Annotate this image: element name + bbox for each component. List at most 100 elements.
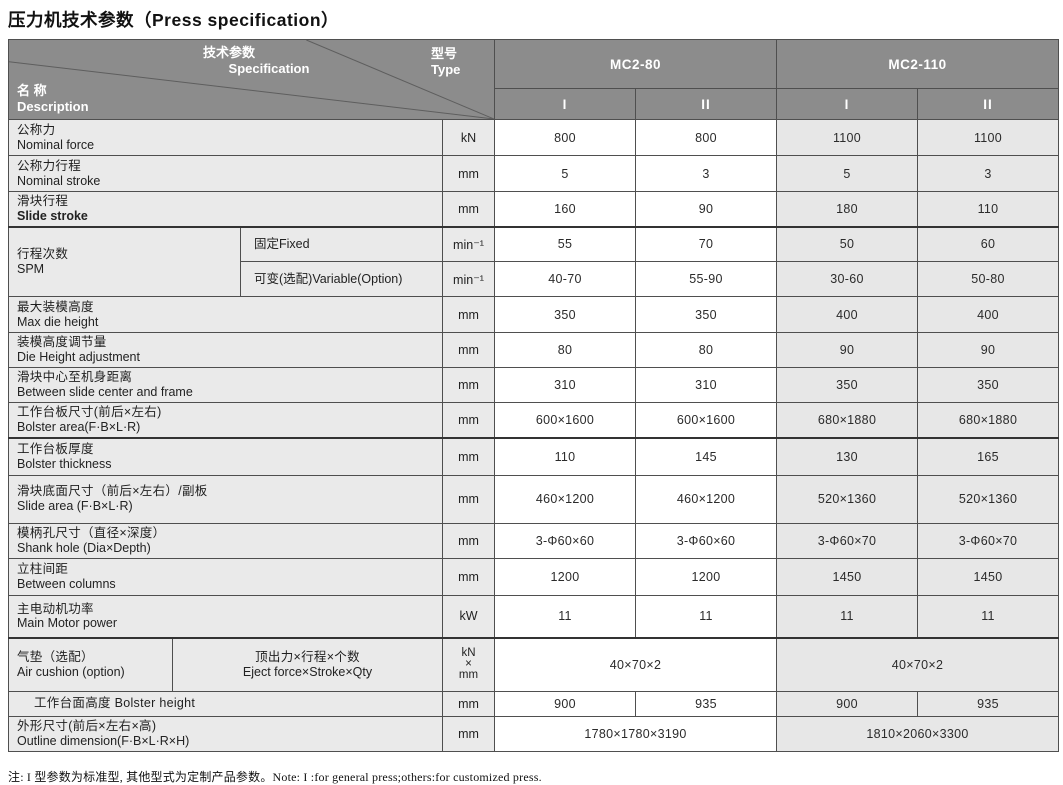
value-cell: 165 (917, 437, 1060, 476)
row-label: 模柄孔尺寸（直径×深度） Shank hole (Dia×Depth) (8, 522, 443, 559)
table-row-bolster-area: 工作台板尺寸(前后×左右) Bolster area(F·B×L·R) mm 6… (8, 401, 1060, 439)
value-cell: 110 (917, 191, 1060, 228)
unit-cell: mm (442, 474, 495, 524)
table-row-bolster-height: 工作台面高度 Bolster height mm 900 935 900 935 (8, 690, 1060, 717)
value-cell: 400 (776, 296, 919, 333)
table-row-slide-center-frame: 滑块中心至机身距离 Between slide center and frame… (8, 367, 1060, 403)
table-row-outline-dimension: 外形尺寸(前后×左右×高) Outline dimension(F·B×L·R×… (8, 715, 1060, 752)
value-cell: 40×70×2 (776, 637, 1060, 692)
value-cell: 460×1200 (494, 474, 636, 524)
row-label: 工作台板尺寸(前后×左右) Bolster area(F·B×L·R) (8, 401, 443, 439)
value-cell: 350 (917, 367, 1060, 403)
variant-header: I (494, 88, 636, 120)
value-cell: 1100 (917, 119, 1060, 156)
table-row-bolster-thickness: 工作台板厚度 Bolster thickness mm 110 145 130 … (8, 437, 1060, 476)
row-label: 外形尺寸(前后×左右×高) Outline dimension(F·B×L·R×… (8, 715, 443, 752)
table-row-slide-stroke: 滑块行程 Slide stroke mm 160 90 180 110 (8, 191, 1060, 228)
header-row-variants: I II I II (9, 88, 1060, 120)
value-cell: 1200 (634, 557, 778, 596)
row-label: 立柱间距 Between columns (8, 557, 443, 596)
value-cell: 40-70 (494, 261, 636, 297)
value-cell: 520×1360 (917, 474, 1060, 524)
value-cell: 40×70×2 (493, 637, 778, 692)
unit-cell: min⁻¹ (442, 226, 495, 262)
value-cell: 680×1880 (776, 401, 919, 439)
row-label: 气垫（选配） Air cushion (option) (8, 637, 173, 692)
unit-cell: mm (442, 296, 495, 333)
row-sublabel: 可变(选配)Variable(Option) (240, 261, 443, 297)
value-cell: 55-90 (634, 261, 778, 297)
value-cell: 3 (634, 155, 778, 192)
value-cell: 90 (634, 191, 778, 228)
value-cell: 900 (494, 690, 636, 717)
table-row-nominal-stroke: 公称力行程 Nominal stroke mm 5 3 5 3 (8, 155, 1060, 192)
row-label: 行程次数 SPM (8, 226, 241, 297)
table-row-spm-fixed: 行程次数 SPM 固定Fixed min⁻¹ 55 70 50 60 (8, 226, 1060, 297)
table-row-air-cushion: 气垫（选配） Air cushion (option) 顶出力×行程×个数 Ej… (8, 637, 1060, 692)
value-cell: 3-Φ60×70 (917, 522, 1060, 559)
value-cell: 130 (776, 437, 919, 476)
description-header-label: 名 称 Description (17, 82, 89, 114)
value-cell: 11 (776, 594, 919, 639)
table-row-die-height-adjustment: 装模高度调节量 Die Height adjustment mm 80 80 9… (8, 332, 1060, 368)
model-header-mc2-80: MC2-80 (493, 39, 778, 89)
table-row-main-motor-power: 主电动机功率 Main Motor power kW 11 11 11 11 (8, 594, 1060, 639)
row-label: 工作台面高度 Bolster height (8, 690, 443, 717)
unit-cell: kN × mm (442, 637, 495, 692)
value-cell: 90 (776, 332, 919, 368)
unit-cell: mm (442, 437, 495, 476)
model-header-mc2-110: MC2-110 (776, 39, 1060, 89)
value-cell: 110 (494, 437, 636, 476)
unit-cell: mm (442, 332, 495, 368)
value-cell: 935 (917, 690, 1060, 717)
row-sublabel: 顶出力×行程×个数 Eject force×Stroke×Qty (172, 637, 443, 692)
value-cell: 600×1600 (634, 401, 778, 439)
value-cell: 30-60 (776, 261, 919, 297)
spec-header-label: 技术参数 Specification (202, 45, 310, 77)
table-row-nominal-force: 公称力 Nominal force kN 800 800 1100 1100 (8, 119, 1060, 156)
value-cell: 11 (634, 594, 778, 639)
page-title: 压力机技术参数（Press specification） (8, 10, 340, 30)
value-cell: 1450 (776, 557, 919, 596)
diagonal-header-cell: 技术参数 Specification 型号 Type 名 称 Descripti… (8, 39, 495, 120)
value-cell: 400 (917, 296, 1060, 333)
variant-header: I (776, 88, 919, 120)
table-row-slide-area: 滑块底面尺寸（前后×左右）/副板 Slide area (F·B×L·R) mm… (8, 474, 1060, 524)
value-cell: 1810×2060×3300 (776, 715, 1060, 752)
value-cell: 310 (494, 367, 636, 403)
variant-header: II (917, 88, 1060, 120)
value-cell: 50 (776, 226, 919, 262)
row-sublabel: 固定Fixed (240, 226, 443, 262)
unit-cell: mm (442, 367, 495, 403)
row-label: 滑块底面尺寸（前后×左右）/副板 Slide area (F·B×L·R) (8, 474, 443, 524)
value-cell: 60 (917, 226, 1060, 262)
value-cell: 1450 (917, 557, 1060, 596)
row-label: 主电动机功率 Main Motor power (8, 594, 443, 639)
value-cell: 460×1200 (634, 474, 778, 524)
value-cell: 180 (776, 191, 919, 228)
value-cell: 90 (917, 332, 1060, 368)
table-row-shank-hole: 模柄孔尺寸（直径×深度） Shank hole (Dia×Depth) mm 3… (8, 522, 1060, 559)
unit-cell: mm (442, 401, 495, 439)
value-cell: 80 (634, 332, 778, 368)
row-label: 滑块行程 Slide stroke (8, 191, 443, 228)
table-row-spm-variable: 可变(选配)Variable(Option) min⁻¹ 40-70 55-90… (9, 261, 1060, 297)
unit-cell: min⁻¹ (442, 261, 495, 297)
row-label: 装模高度调节量 Die Height adjustment (8, 332, 443, 368)
variant-header: II (634, 88, 778, 120)
value-cell: 3-Φ60×70 (776, 522, 919, 559)
row-label: 公称力 Nominal force (8, 119, 443, 156)
value-cell: 55 (494, 226, 636, 262)
value-cell: 3-Φ60×60 (494, 522, 636, 559)
value-cell: 680×1880 (917, 401, 1060, 439)
row-label: 工作台板厚度 Bolster thickness (8, 437, 443, 476)
value-cell: 11 (494, 594, 636, 639)
value-cell: 935 (634, 690, 778, 717)
value-cell: 1100 (776, 119, 919, 156)
value-cell: 1200 (494, 557, 636, 596)
unit-cell: mm (442, 715, 495, 752)
value-cell: 350 (494, 296, 636, 333)
value-cell: 3-Φ60×60 (634, 522, 778, 559)
type-header-label: 型号 Type (431, 46, 461, 78)
